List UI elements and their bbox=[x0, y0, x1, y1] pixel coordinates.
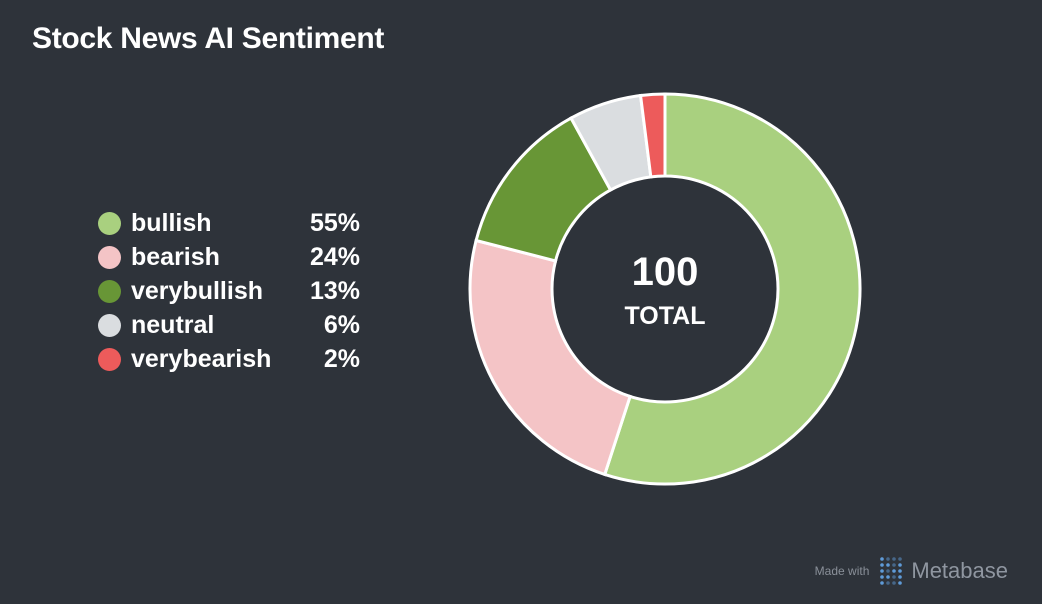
center-total-label: TOTAL bbox=[624, 302, 705, 330]
legend-label-bearish: bearish bbox=[131, 242, 220, 271]
donut-slices bbox=[468, 92, 862, 486]
legend-label-bullish: bullish bbox=[131, 208, 212, 237]
footer-branding[interactable]: Made with Metabase bbox=[815, 556, 1008, 586]
legend-percent-verybullish: 13% bbox=[309, 276, 360, 305]
metabase-logo-icon bbox=[880, 557, 903, 585]
legend-item-bearish[interactable]: bearish 24% bbox=[98, 240, 360, 274]
legend: bullish 55% bearish 24% verybullish 13% neutra… bbox=[98, 206, 360, 376]
slice-bullish[interactable] bbox=[602, 92, 862, 486]
metabase-brand-text: Metabase bbox=[911, 558, 1008, 583]
legend-swatch-verybullish bbox=[98, 279, 121, 303]
slice-bearish[interactable] bbox=[468, 238, 632, 477]
legend-swatch-bearish bbox=[98, 245, 121, 269]
legend-label-verybullish: verybullish bbox=[131, 276, 263, 305]
legend-percent-bearish: 24% bbox=[309, 242, 360, 271]
legend-percent-bullish: 55% bbox=[309, 208, 360, 237]
legend-item-verybullish[interactable]: verybullish 13% bbox=[98, 274, 360, 308]
legend-item-verybearish[interactable]: verybearish 2% bbox=[98, 342, 360, 376]
slice-verybearish[interactable] bbox=[638, 92, 667, 179]
legend-swatch-verybearish bbox=[98, 347, 121, 371]
made-with-text: Made with bbox=[814, 564, 870, 578]
legend-item-bullish[interactable]: bullish 55% bbox=[98, 206, 360, 240]
legend-item-neutral[interactable]: neutral 6% bbox=[98, 308, 360, 342]
legend-percent-verybearish: 2% bbox=[323, 344, 360, 373]
legend-percent-neutral: 6% bbox=[323, 310, 360, 339]
chart-title: Stock News AI Sentiment bbox=[32, 22, 385, 55]
legend-swatch-neutral bbox=[98, 313, 121, 337]
legend-label-neutral: neutral bbox=[131, 310, 215, 339]
center-total: 100 bbox=[632, 250, 699, 294]
legend-label-verybearish: verybearish bbox=[131, 344, 272, 373]
legend-swatch-bullish bbox=[98, 211, 121, 235]
